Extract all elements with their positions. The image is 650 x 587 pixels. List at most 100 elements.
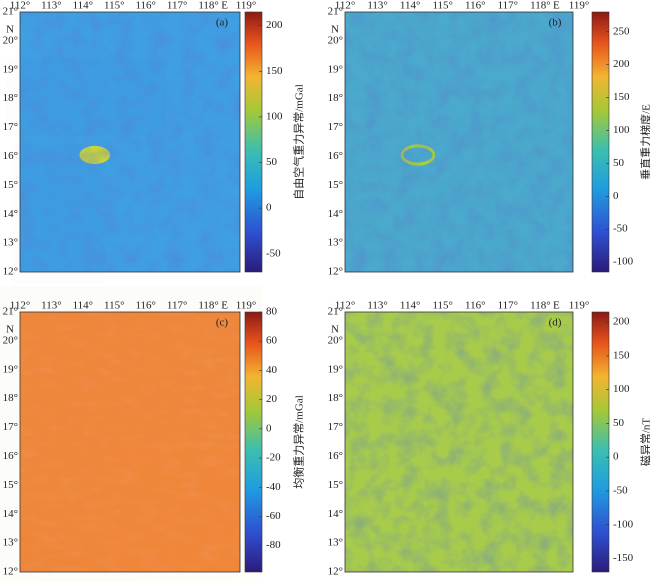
lon-label: 113° xyxy=(41,0,62,12)
map-panel: (d) 112° 113° 114° 115° 116° 117° 118° 119° E 12° 1… xyxy=(328,300,650,578)
colorbar-tick-label: -150 xyxy=(613,552,634,564)
lat-label: 14° xyxy=(328,508,343,520)
map-frame xyxy=(344,311,574,573)
lon-label: 118° xyxy=(530,0,551,12)
lat-label: 13° xyxy=(328,237,343,249)
east-label: E xyxy=(553,300,560,312)
lat-label: 18° xyxy=(328,392,343,404)
colorbar-tick-label: 250 xyxy=(613,25,630,37)
east-label: E xyxy=(553,0,560,12)
colorbar-tick-label: -60 xyxy=(266,510,281,522)
colorbar-tick-label: 60 xyxy=(266,335,278,347)
colorbar-tick-label: 150 xyxy=(613,349,630,361)
colorbar-tick-label: 0 xyxy=(613,451,619,463)
lat-label: 12° xyxy=(3,566,18,578)
colorbar-tick-label: -100 xyxy=(613,256,634,268)
lat-label: 16° xyxy=(3,150,18,162)
lon-label: 114° xyxy=(400,0,421,12)
lat-label: 18° xyxy=(3,92,18,104)
colorbar-tick-label: 200 xyxy=(613,58,630,70)
lat-label: 14° xyxy=(328,208,343,220)
lat-label: 19° xyxy=(3,63,18,75)
colorbar-tick-label: 100 xyxy=(613,383,630,395)
map-panel: (a) 112° 113° 114° 115° 116° 117° 118° 119° E 12° 1… xyxy=(3,0,306,278)
colorbar-tick-label: 20 xyxy=(266,393,278,405)
lon-label: 116° xyxy=(465,300,486,312)
lon-label: 117° xyxy=(498,300,519,312)
lon-label: 119° xyxy=(569,300,590,312)
colorbar-tick-label: 50 xyxy=(266,156,278,168)
colorbar-tick-label: 150 xyxy=(266,65,283,77)
lon-label: 118° xyxy=(198,0,219,12)
lon-label: 118° xyxy=(530,300,551,312)
lat-label: 20° xyxy=(3,334,18,346)
lat-label: 15° xyxy=(328,479,343,491)
lat-label: 16° xyxy=(328,150,343,162)
lat-label: 16° xyxy=(328,450,343,462)
colorbar xyxy=(244,311,263,573)
colorbar xyxy=(591,311,610,573)
east-label: E xyxy=(221,300,228,312)
north-label: N xyxy=(6,324,14,336)
east-label: E xyxy=(221,0,228,12)
colorbar-tick-label: 0 xyxy=(266,422,272,434)
colorbar-tick-label: 200 xyxy=(266,19,283,31)
lon-label: 112° xyxy=(10,0,31,12)
lon-label: 115° xyxy=(432,0,453,12)
lon-label: 113° xyxy=(367,300,388,312)
lat-label: 18° xyxy=(328,92,343,104)
colorbar-tick-label: 100 xyxy=(266,110,283,122)
colorbar-tick-label: -20 xyxy=(266,452,281,464)
lat-label: 21° xyxy=(3,306,18,318)
colorbar-tick-label: -50 xyxy=(613,484,628,496)
colorbar-label: 均衡重力异常/mGal xyxy=(292,395,306,489)
lon-label: 117° xyxy=(498,0,519,12)
map-panel: (b) 112° 113° 114° 115° 116° 117° 118° 119° E 12° 1… xyxy=(328,0,650,278)
lon-label: 116° xyxy=(135,300,156,312)
panel-label: (b) xyxy=(549,17,562,29)
lon-label: 112° xyxy=(10,300,31,312)
lat-label: 13° xyxy=(3,537,18,549)
colorbar-tick-label: 0 xyxy=(613,190,619,202)
lat-label: 18° xyxy=(3,392,18,404)
colorbar-tick-label: 50 xyxy=(613,417,625,429)
lat-label: 15° xyxy=(328,179,343,191)
map-panel: (c) 112° 113° 114° 115° 116° 117° 118° 119° E 12° 1… xyxy=(3,300,306,578)
colorbar-tick-label: -50 xyxy=(266,247,281,259)
colorbar-label: 磁异常/nT xyxy=(640,418,650,467)
lat-label: 20° xyxy=(328,34,343,46)
map-frame xyxy=(19,11,241,273)
lon-label: 117° xyxy=(167,300,188,312)
lon-label: 115° xyxy=(104,300,125,312)
lat-label: 14° xyxy=(3,208,18,220)
lat-label: 20° xyxy=(3,34,18,46)
panel-label: (d) xyxy=(549,317,562,329)
colorbar-tick-label: 150 xyxy=(613,91,630,103)
lon-label: 116° xyxy=(135,0,156,12)
colorbar-tick-label: -40 xyxy=(266,481,281,493)
colorbar-tick-label: 0 xyxy=(266,202,272,214)
lon-label: 115° xyxy=(104,0,125,12)
map-texture xyxy=(345,12,573,272)
lat-label: 15° xyxy=(3,479,18,491)
lat-label: 12° xyxy=(328,266,343,278)
colorbar-tick-label: -50 xyxy=(613,223,628,235)
lat-label: 13° xyxy=(3,237,18,249)
lat-label: 12° xyxy=(328,566,343,578)
lat-label: 19° xyxy=(328,363,343,375)
map-texture xyxy=(20,12,240,272)
lat-label: 14° xyxy=(3,508,18,520)
lon-label: 113° xyxy=(41,300,62,312)
lat-label: 19° xyxy=(3,363,18,375)
colorbar-tick-label: -80 xyxy=(266,539,281,551)
lon-label: 112° xyxy=(335,0,356,12)
lat-label: 20° xyxy=(328,334,343,346)
lat-label: 15° xyxy=(3,179,18,191)
lon-label: 114° xyxy=(400,300,421,312)
lon-label: 117° xyxy=(167,0,188,12)
lon-label: 119° xyxy=(236,300,257,312)
lon-label: 115° xyxy=(432,300,453,312)
lat-label: 21° xyxy=(328,306,343,318)
lat-label: 13° xyxy=(328,537,343,549)
